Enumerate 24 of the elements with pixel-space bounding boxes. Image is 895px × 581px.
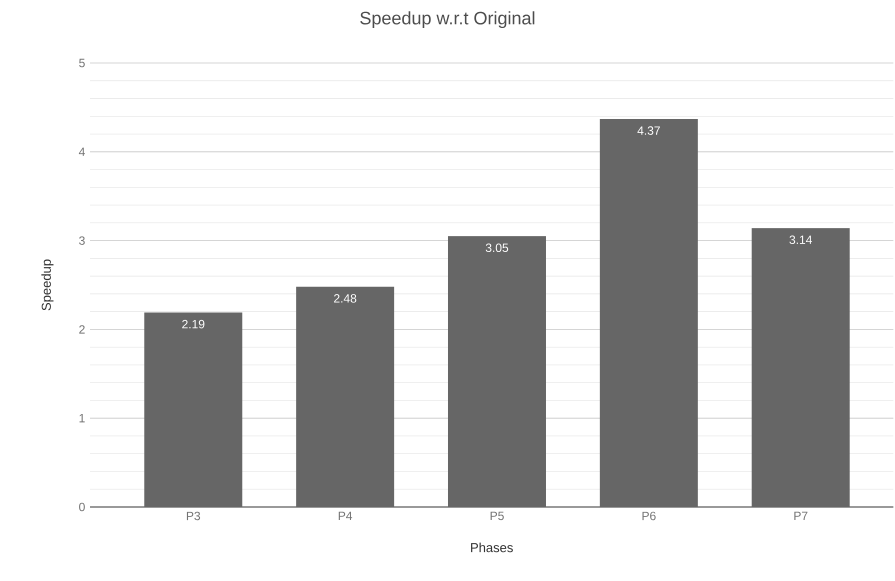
data-label: 2.19 <box>182 320 204 328</box>
bar <box>752 228 850 507</box>
data-label: 2.48 <box>334 294 356 303</box>
y-tick-label: 3 <box>79 236 85 245</box>
bar <box>296 286 394 507</box>
x-tick-label: P7 <box>794 512 808 520</box>
data-label: 3.14 <box>789 236 812 244</box>
bar <box>600 118 698 507</box>
x-axis-title: Phases <box>471 542 513 552</box>
bar <box>448 236 546 507</box>
chart-title: Speedup w.r.t Original <box>360 11 534 28</box>
x-tick-label: P5 <box>490 512 504 520</box>
y-tick-label: 1 <box>80 414 85 422</box>
x-tick-label: P3 <box>186 512 200 520</box>
y-axis-title: Speedup <box>41 260 54 310</box>
data-label: 4.37 <box>637 126 660 135</box>
y-tick-label: 2 <box>79 325 85 334</box>
x-tick-label: P6 <box>642 512 656 520</box>
x-tick-label: P4 <box>338 512 352 520</box>
y-tick-label: 5 <box>79 58 85 68</box>
data-label: 3.05 <box>486 244 508 252</box>
bar <box>144 312 242 507</box>
y-tick-label: 0 <box>79 502 85 512</box>
y-tick-label: 4 <box>78 148 85 156</box>
